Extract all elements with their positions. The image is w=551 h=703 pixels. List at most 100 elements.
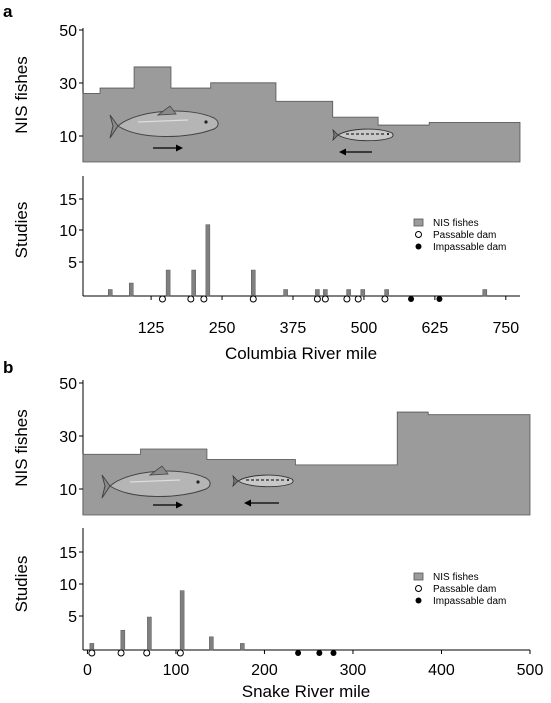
- bar-a-2: [165, 269, 171, 297]
- xtick-label-a-2: 375: [280, 320, 307, 337]
- juvenile-fish-illustration-b: [232, 474, 294, 488]
- adult-salmon-illustration-b: [101, 465, 211, 499]
- bar-b-1: [120, 629, 126, 651]
- bar-b-0: [89, 643, 95, 651]
- xtick-label-b-5: 500: [517, 662, 544, 679]
- impassable-dam-b-2: [330, 650, 337, 656]
- legend-nis-swatch-a: [413, 218, 424, 227]
- bar-xlabel-b: Snake River mile: [242, 682, 371, 701]
- legend-impassable-marker-b: [415, 597, 422, 604]
- legend-passable-marker-b: [415, 585, 422, 592]
- bars-a: [107, 224, 488, 297]
- bar-ytick-a-5: 5: [68, 255, 77, 272]
- bar-a-0: [107, 289, 113, 297]
- xtick-label-b-3: 300: [340, 662, 367, 679]
- passable-dam-a-5: [321, 295, 329, 303]
- adult-salmon-illustration-a: [109, 105, 219, 139]
- area-ylabel-b: NIS fishes: [12, 409, 31, 486]
- area-ytick-b-10: 10: [59, 482, 77, 499]
- bar-ylabel-a: Studies: [12, 202, 31, 259]
- bar-b-5: [240, 643, 245, 651]
- passable-dam-a-1: [187, 295, 195, 303]
- bar-ytick-a-15: 15: [59, 192, 77, 209]
- bar-b-2: [147, 616, 152, 651]
- legend-impassable-label-b: Impassable dam: [433, 596, 506, 607]
- xtick-label-a-3: 500: [351, 320, 378, 337]
- passable-dam-a-8: [381, 295, 389, 303]
- downstream-arrow-b: [244, 499, 279, 507]
- bar-b-4: [209, 636, 214, 651]
- panel-a: a NIS fishes 50 30 10: [3, 2, 521, 363]
- legend-nis-label-b: NIS fishes: [433, 572, 479, 583]
- passable-dam-a-7: [354, 295, 362, 303]
- juvenile-fish-illustration-a: [332, 128, 394, 142]
- legend-passable-label-a: Passable dam: [433, 230, 496, 241]
- legend-nis-swatch-b: [413, 572, 424, 581]
- area-ytick-a-10: 10: [59, 129, 77, 146]
- xtick-label-b-0: 0: [83, 662, 92, 679]
- impassable-dam-b-0: [295, 650, 302, 656]
- panel-b: b NIS fishes 50 30 10: [3, 358, 543, 701]
- passable-dam-b-0: [88, 649, 96, 657]
- legend-a: NIS fishes Passable dam Impassable dam: [413, 218, 506, 253]
- impassable-dam-a-1: [436, 296, 443, 302]
- area-ytick-b-50: 50: [59, 376, 77, 393]
- passable-dam-b-1: [117, 649, 125, 657]
- bar-ytick-b-15: 15: [59, 545, 77, 562]
- xticks-a: 125 250 375 500 625 750: [138, 296, 519, 337]
- bar-a-1: [128, 282, 134, 297]
- area-ylabel-a: NIS fishes: [12, 56, 31, 133]
- upstream-arrow-b: [153, 501, 183, 509]
- bar-a-9: [346, 289, 351, 297]
- xtick-label-b-1: 100: [163, 662, 190, 679]
- passable-dam-b-3: [176, 649, 184, 657]
- bar-a-11: [384, 289, 389, 297]
- legend-b: NIS fishes Passable dam Impassable dam: [413, 572, 506, 607]
- passable-dam-b-2: [143, 649, 151, 657]
- legend-passable-marker-a: [415, 231, 422, 238]
- dams-a: [158, 295, 443, 303]
- bar-a-4: [205, 224, 211, 297]
- xticks-b: 0 100 200 300 400 500: [83, 650, 543, 679]
- passable-dam-a-4: [313, 295, 321, 303]
- area-ytick-a-30: 30: [59, 76, 77, 93]
- area-ytick-b-30: 30: [59, 429, 77, 446]
- bar-a-12: [482, 289, 488, 297]
- bar-a-10: [360, 289, 366, 297]
- legend-impassable-label-a: Impassable dam: [433, 242, 506, 253]
- bar-a-7: [315, 289, 320, 297]
- bar-a-5: [251, 269, 256, 297]
- xtick-label-a-5: 750: [492, 320, 519, 337]
- xtick-label-a-1: 250: [209, 320, 236, 337]
- xtick-label-a-0: 125: [138, 320, 165, 337]
- bars-b: [89, 590, 245, 651]
- xtick-label-a-4: 625: [422, 320, 449, 337]
- panel-label-a: a: [3, 2, 13, 21]
- legend-impassable-marker-a: [415, 243, 422, 250]
- downstream-arrow-a: [339, 148, 372, 156]
- nis-area-a: [82, 66, 521, 163]
- dams-b: [88, 649, 337, 657]
- xtick-label-b-4: 400: [428, 662, 455, 679]
- bar-ylabel-b: Studies: [12, 556, 31, 613]
- bar-a-3: [191, 269, 196, 297]
- bar-a-8: [323, 289, 328, 297]
- bar-xlabel-a: Columbia River mile: [225, 344, 377, 363]
- passable-dam-a-0: [158, 295, 166, 303]
- bar-ytick-b-5: 5: [68, 609, 77, 626]
- passable-dam-a-3: [249, 295, 257, 303]
- xtick-label-b-2: 200: [251, 662, 278, 679]
- legend-passable-label-b: Passable dam: [433, 584, 496, 595]
- bar-b-3: [179, 590, 185, 651]
- bar-ytick-b-10: 10: [59, 577, 77, 594]
- upstream-arrow-a: [153, 144, 183, 152]
- area-ytick-a-50: 50: [59, 23, 77, 40]
- passable-dam-a-2: [200, 295, 208, 303]
- panel-label-b: b: [3, 358, 13, 377]
- nis-area-b: [82, 411, 531, 516]
- bar-ytick-a-10: 10: [59, 223, 77, 240]
- passable-dam-a-6: [343, 295, 351, 303]
- bar-a-6: [283, 289, 288, 297]
- legend-nis-label-a: NIS fishes: [433, 218, 479, 229]
